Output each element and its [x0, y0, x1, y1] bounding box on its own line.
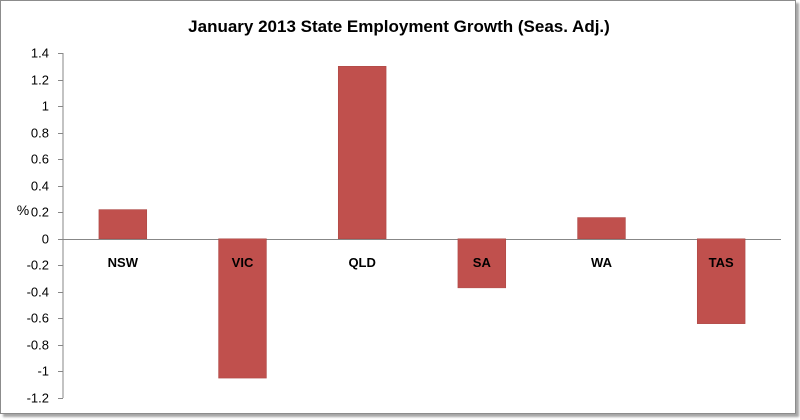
category-label: VIC	[232, 255, 254, 270]
y-tick-label: -0.4	[27, 285, 49, 300]
bar-wa	[577, 217, 626, 240]
bar-vic	[218, 238, 267, 379]
y-tick-label: 0.2	[31, 205, 49, 220]
bar-qld	[337, 66, 387, 240]
category-label: SA	[473, 255, 492, 270]
y-tick-label: 0.8	[31, 126, 49, 141]
category-label: TAS	[709, 255, 734, 270]
y-tick-label: 1.4	[31, 46, 49, 61]
labels-group: NSW VIC QLD SA WA TAS	[108, 255, 734, 270]
bar-tas	[696, 238, 746, 324]
bars-group	[98, 66, 746, 379]
y-tick-label: -1.2	[27, 391, 49, 406]
y-tick-label: 1.2	[31, 73, 49, 88]
axes-group: 1.4 1.2 1 0.8 0.6 0.4 0.2 0 -0.2 -0.4 -0.6 -0.8 -1 -1…	[27, 46, 781, 406]
y-axis-label: %	[17, 202, 29, 218]
bar-sa	[457, 238, 507, 289]
y-tick-label: 0.4	[31, 179, 49, 194]
category-label: NSW	[108, 255, 139, 270]
y-tick-label: -0.2	[27, 258, 49, 273]
y-tick-label: 1	[42, 99, 49, 114]
y-tick-label: -1	[37, 364, 49, 379]
category-label: QLD	[348, 255, 375, 270]
category-label: WA	[591, 255, 613, 270]
bar-nsw	[98, 209, 148, 240]
y-tick-label: -0.8	[27, 338, 49, 353]
y-tick-label: 0.6	[31, 152, 49, 167]
y-tick-label: 0	[42, 232, 49, 247]
y-tick-label: -0.6	[27, 311, 49, 326]
chart-title: January 2013 State Employment Growth (Se…	[188, 17, 610, 36]
